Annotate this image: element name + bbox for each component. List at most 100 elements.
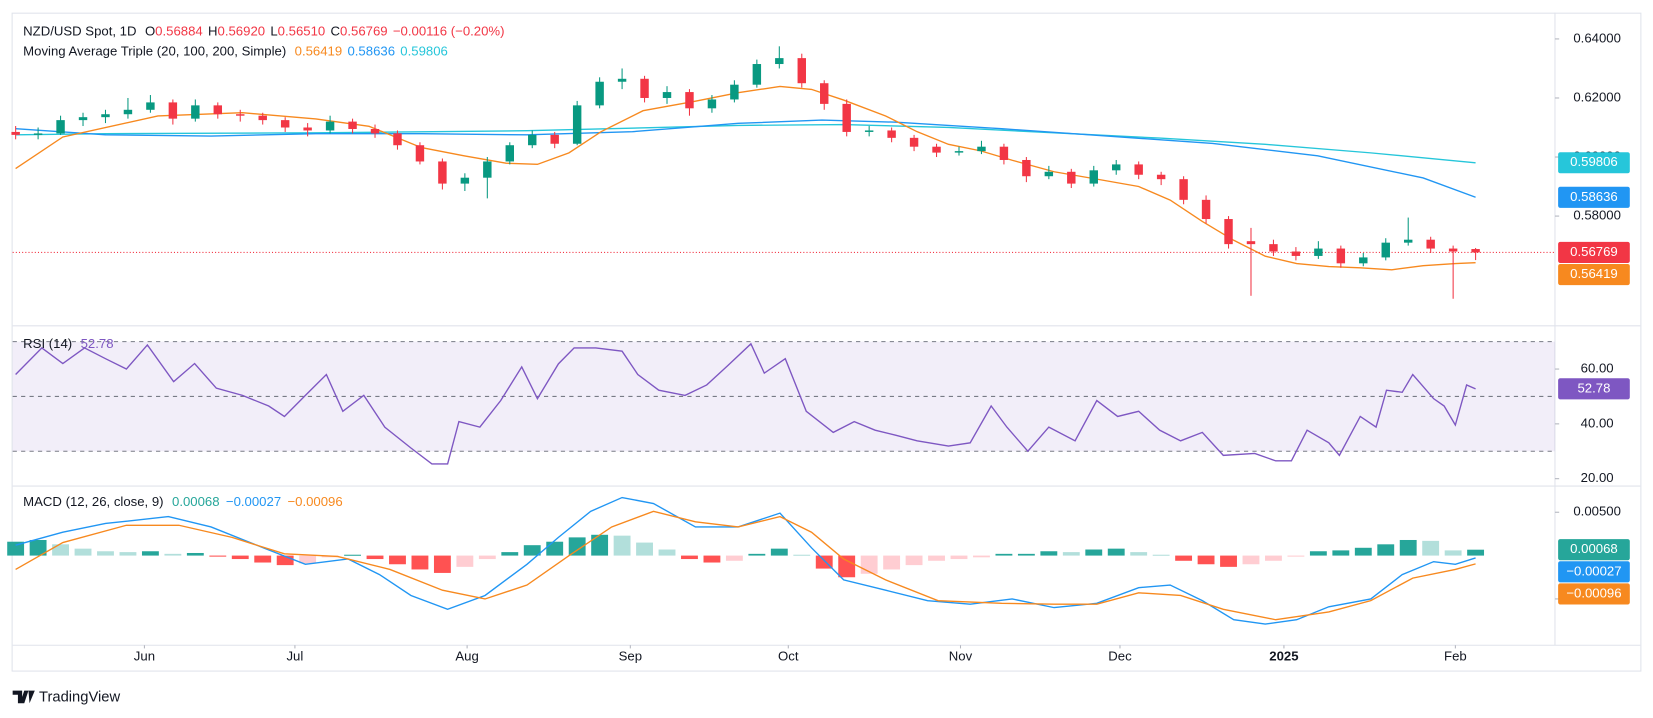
quote-value: 0.56769 [340,24,388,39]
candle-body [977,146,986,152]
brand-name: TradingView [39,689,121,705]
price-tag-label: −0.00096 [1566,585,1621,600]
histogram-bar [1265,555,1282,561]
candle-body [1269,244,1278,252]
histogram-bar [29,539,47,556]
candle-body [1403,239,1413,243]
macd-value: −0.00027 [226,494,281,509]
rsi-legend: RSI (14) 52.78 [23,336,113,351]
histogram-bar [613,535,631,556]
candle-body [303,127,312,131]
candle-body [730,84,739,100]
histogram-bar [658,549,676,556]
candle-body [56,120,65,134]
histogram-bar [141,551,159,556]
x-tick-label: 2025 [1269,648,1298,663]
candle-body [1156,174,1166,180]
candle-body [1291,251,1301,256]
price-tag [1558,241,1630,263]
candle-body [325,121,335,131]
histogram-bar [838,555,856,578]
candle-body [864,130,874,132]
histogram-bar [1175,555,1193,561]
price-tag [1558,583,1630,605]
candle-body [191,105,200,119]
histogram-bar [703,555,721,563]
histogram-bar [411,555,429,570]
candle-body [1246,241,1256,245]
candle-body [33,133,43,135]
candle-body [1448,248,1458,252]
histogram-bar [681,555,698,560]
histogram-bar [1085,549,1103,556]
histogram-bar [1220,555,1237,567]
symbol-title: NZD/USD Spot, 1D [23,24,136,39]
symbol-legend: NZD/USD Spot, 1D O0.56884 H0.56920 L0.56510… [23,24,504,39]
histogram-bar [1399,539,1417,556]
histogram-bar [1377,544,1395,556]
histogram-bar [478,555,496,560]
line-series [15,342,1476,465]
quote-value: 0.56920 [218,24,266,39]
quote-value: 0.56884 [155,24,203,39]
histogram-bar [928,555,945,561]
histogram-bar [1467,549,1485,556]
price-tag-label: 0.56419 [1570,266,1618,281]
x-tick-label: Jun [134,648,155,663]
candle-body [1224,219,1233,245]
histogram-bar [725,555,743,561]
histogram-bar [7,541,25,556]
ma-legend: Moving Average Triple (20, 100, 200, Sim… [23,44,448,59]
candle-body [999,146,1009,160]
histogram-bar [186,552,204,556]
candle-body [1471,249,1480,253]
histogram-bar [501,552,519,556]
rsi-value: 52.78 [81,336,114,351]
histogram-bar [883,555,901,570]
candle-body [11,131,20,135]
histogram-bar [276,555,294,566]
candle-body [1201,199,1211,220]
macd-legend: MACD (12, 26, close, 9) 0.00068 −0.00027 −0… [23,494,343,509]
ma-value: 0.59806 [400,44,448,59]
histogram-bar [1152,554,1170,556]
candle-body [1022,159,1031,177]
histogram-bar [389,555,406,565]
candle-body [662,92,672,98]
candle-body [438,161,447,184]
histogram-bar [97,551,114,556]
quote-value: 0.56510 [278,24,326,39]
histogram-bar [1197,555,1215,565]
candle-body [1179,179,1188,200]
histogram-bar [1422,540,1440,556]
histogram-bar [748,553,766,556]
candle-body [101,114,110,118]
line-series [15,119,1476,198]
price-tag-label: 0.56769 [1570,244,1618,259]
x-tick-label: Feb [1444,648,1467,663]
x-tick-label: Sep [619,648,642,663]
candle-body [617,78,627,82]
candle-body [932,146,941,153]
quote-key: C [331,24,341,39]
candle-body [685,92,694,109]
price-tag [1558,264,1630,286]
x-tick-label: Dec [1108,648,1132,663]
price-tag [1558,539,1630,561]
histogram-bar [1354,547,1372,556]
price-tag-label: 52.78 [1577,380,1610,395]
candle-body [415,145,425,162]
histogram-bar [995,553,1013,556]
candle-body [572,105,582,144]
histogram-bar [164,553,182,556]
histogram-bar [905,555,923,566]
candle-body [393,133,402,146]
histogram-bar [1107,548,1125,556]
candle-body [752,64,762,85]
x-tick-label: Jul [286,648,303,663]
candle-body [483,161,492,178]
candle-body [168,102,178,119]
price-tag [1558,378,1630,400]
candle-body [842,103,851,132]
